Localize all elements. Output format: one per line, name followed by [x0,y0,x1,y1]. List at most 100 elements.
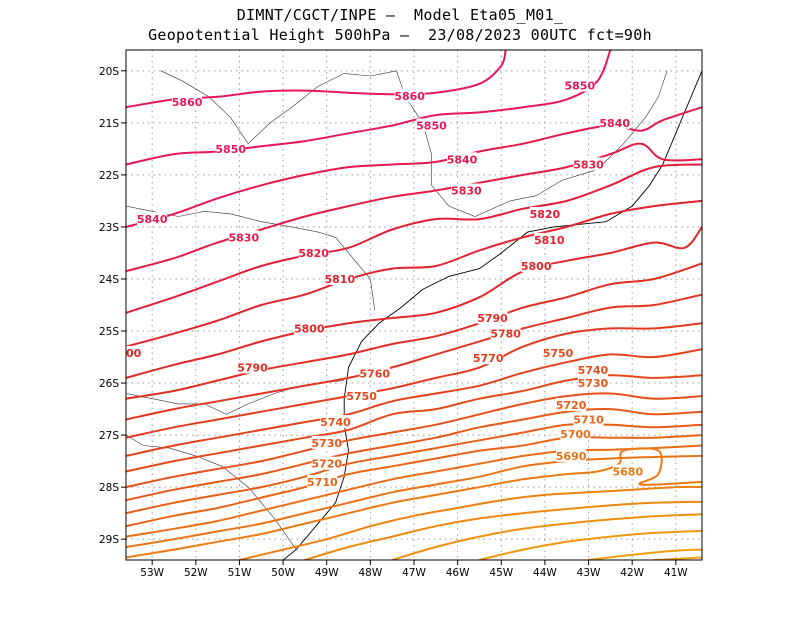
contour-label-5720: 5720 [556,399,587,412]
contour-label-background [394,88,425,102]
contour-label-background [416,118,447,132]
contour-label-5680: 5680 [613,466,644,479]
contour-label-5730: 5730 [311,437,342,450]
contour-label-5860: 5860 [394,90,425,103]
contour-5660 [303,500,702,560]
contour-label-background [311,456,342,470]
contour-5680 [126,447,702,559]
contour-5630 [587,548,702,560]
contour-label-background [298,245,329,259]
y-tick-label: 20S [99,66,119,78]
x-tick-label: 42W [620,567,644,579]
x-tick-label: 44W [533,567,557,579]
contour-5710 [126,434,702,528]
contour-label-5840: 5840 [137,213,168,226]
contour-label-background [543,345,573,359]
contour-label-5800: 5800 [111,347,142,360]
contour-label-background [599,115,630,129]
contour-label-5860: 5860 [172,96,203,109]
x-tick-label: 50W [271,567,295,579]
contour-label-background [228,230,259,244]
contour-label-background [534,232,565,246]
contour-5860 [126,50,507,109]
contour-label-5780: 5780 [490,328,521,341]
contour-label-background [477,311,508,325]
contour-5670 [238,485,702,560]
y-tick-label: 28S [99,482,119,494]
chart-title-line-1: DIMNT/CGCT/INPE – Model Eta05_M01_ [236,6,564,24]
contour-label-5820: 5820 [298,247,329,260]
y-tick-label: 23S [99,222,119,234]
contour-5820 [126,163,702,314]
contour-label-background [564,78,595,92]
y-tick-label: 25S [99,326,119,338]
contour-label-5800: 5800 [294,322,325,335]
y-tick-label: 24S [99,274,119,286]
contour-label-background [577,363,608,377]
contour-label-5790: 5790 [237,361,268,374]
contour-label-background [237,360,268,374]
contour-label-background [215,141,246,155]
contour-5780 [126,293,702,421]
contour-label-background [521,258,552,272]
contour-label-5760: 5760 [359,368,390,381]
contour-label-background [560,427,591,441]
contour-label-background [320,415,351,429]
contour-label-background [529,206,560,220]
contour-label-background [556,448,587,462]
x-tick-label: 41W [664,567,688,579]
contour-label-5800: 5800 [521,260,552,273]
contour-labels: 5860 5860 5850 5850 5850 5840 5840 5840 5830 5830… [111,78,644,489]
contour-label-5740: 5740 [320,416,351,429]
contour-label-background [447,152,477,166]
x-tick-label: 45W [489,567,513,579]
x-tick-label: 53W [140,567,164,579]
coastline [282,70,702,560]
contour-label-5840: 5840 [599,117,630,130]
contour-5730 [126,407,702,502]
contour-label-5700: 5700 [560,428,591,441]
x-tick-label: 51W [228,567,252,579]
state-border [160,70,397,145]
y-tick-label: 22S [99,170,119,182]
contour-label-background [324,271,355,285]
contour-5700 [126,444,702,538]
contour-5760 [126,348,702,457]
contour-label-background [577,376,608,390]
contour-5800 [126,225,702,379]
y-tick-label: 21S [99,118,119,130]
contour-label-5840: 5840 [447,153,478,166]
contour-5790 [126,262,702,400]
contour-label-background [137,212,168,226]
contour-5640 [478,529,702,560]
contour-5720 [126,423,702,515]
contour-label-5710: 5710 [307,476,338,489]
contour-label-5820: 5820 [530,208,561,221]
contour-label-5750: 5750 [543,347,574,360]
contour-label-background [126,345,141,359]
state-border [126,434,297,550]
contour-label-background [359,366,390,380]
contour-label-5810: 5810 [534,234,565,247]
contour-label-background [172,95,203,109]
contour-label-background [473,351,504,365]
contour-label-5750: 5750 [346,390,377,403]
contour-label-background [451,183,482,197]
axes: 53W 52W 51W 50W 49W 48W 47W 46W 45W 44W 43W 42W 41W 2… [99,66,688,579]
y-tick-label: 27S [99,430,119,442]
contour-5690 [126,454,702,548]
contour-label-5770: 5770 [473,352,504,365]
x-tick-label: 49W [315,567,339,579]
contour-label-5730: 5730 [578,377,609,390]
contour-5770 [126,322,702,439]
contour-label-background [556,397,587,411]
contour-label-5850: 5850 [215,143,246,156]
contour-label-background [294,321,325,335]
contour-label-5710: 5710 [573,413,604,426]
contour-5810 [126,199,702,348]
x-tick-label: 46W [446,567,470,579]
contour-label-5830: 5830 [229,231,260,244]
contour-label-5830: 5830 [451,185,482,198]
x-tick-label: 47W [402,567,426,579]
